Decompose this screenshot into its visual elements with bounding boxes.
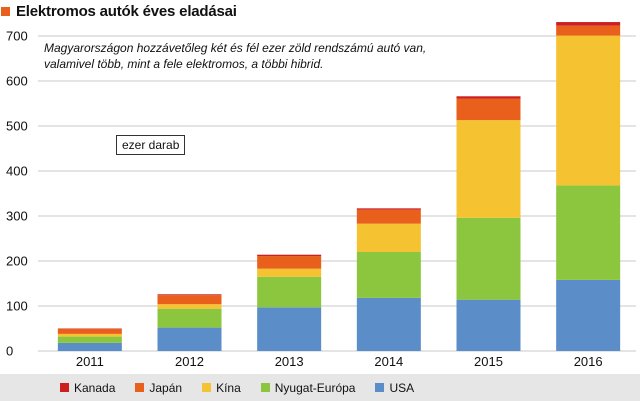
- x-tick-label: 2011: [76, 354, 104, 369]
- bar-segment: [356, 208, 421, 210]
- bar-segment: [356, 209, 421, 224]
- bar-segment: [257, 268, 322, 277]
- chart-annotation: Magyarországon hozzávetőleg két és fél e…: [44, 40, 484, 72]
- y-tick-label: 700: [6, 29, 28, 44]
- y-tick-label: 0: [6, 344, 13, 359]
- legend-item-kina: Kína: [202, 381, 241, 395]
- y-tick-label: 100: [6, 299, 28, 314]
- bar-segment: [257, 276, 322, 308]
- bar-segment: [356, 252, 421, 298]
- x-tick-label: 2015: [474, 354, 503, 369]
- bar-segment: [356, 297, 421, 351]
- y-tick-label: 400: [6, 164, 28, 179]
- x-tick-label: 2012: [175, 354, 204, 369]
- bar-segment: [556, 25, 621, 36]
- x-tick-label: 2016: [574, 354, 603, 369]
- legend-label: Japán: [149, 380, 183, 395]
- legend-swatch: [375, 383, 385, 392]
- bar-segment: [157, 295, 222, 305]
- legend-item-usa: USA: [375, 381, 414, 395]
- chart-title: Elektromos autók éves eladásai: [16, 2, 237, 20]
- bar-segment: [556, 35, 621, 186]
- bar-segment: [456, 98, 521, 121]
- legend-item-nyugat-europa: Nyugat-Európa: [260, 380, 356, 395]
- bar-segment: [57, 333, 122, 337]
- bar-segment: [356, 223, 421, 252]
- bar-segment: [157, 304, 222, 309]
- chart-svg: 0 100 200 300 400 500 600 700 2011 2012 2013 2014 20…: [6, 22, 636, 369]
- bar-segment: [257, 307, 322, 351]
- bar-segment: [556, 22, 621, 26]
- annotation-line: valamivel több, mint a fele elektromos, …: [44, 57, 324, 71]
- y-tick-label: 500: [6, 119, 28, 134]
- legend-label: USA: [389, 380, 415, 395]
- bar-segment: [456, 120, 521, 218]
- legend-label: Nyugat-Európa: [274, 380, 356, 395]
- y-tick-label: 300: [6, 209, 28, 224]
- legend: Kanada Japán Kína Nyugat-Európa USA: [0, 374, 640, 401]
- unit-label: ezer darab: [116, 135, 186, 155]
- bar-segment: [556, 185, 621, 280]
- bar-segment: [57, 342, 122, 351]
- y-tick-label: 200: [6, 254, 28, 269]
- legend-label: Kína: [216, 380, 241, 395]
- bar-segment: [556, 279, 621, 351]
- legend-swatch: [202, 383, 212, 392]
- bar-segment: [456, 96, 521, 99]
- legend-swatch: [135, 383, 145, 392]
- bar-segment: [257, 254, 322, 257]
- bar-segment: [57, 328, 122, 334]
- bar-segment: [456, 217, 521, 300]
- bar-segment: [157, 327, 222, 351]
- bar-segment: [456, 299, 521, 351]
- annotation-line: Magyarországon hozzávetőleg két és fél e…: [44, 41, 427, 55]
- x-tick-label: 2014: [374, 354, 403, 369]
- title-marker: [1, 6, 10, 16]
- legend-item-kanada: Kanada: [60, 381, 115, 395]
- bar-segment: [57, 336, 122, 343]
- y-tick-label: 600: [6, 74, 28, 89]
- legend-swatch: [60, 383, 69, 392]
- bar-segment: [157, 308, 222, 328]
- legend-item-japan: Japán: [135, 381, 182, 395]
- title-row: Elektromos autók éves eladásai: [0, 0, 237, 22]
- x-tick-label: 2013: [275, 354, 304, 369]
- legend-label: Kanada: [74, 380, 116, 395]
- bar-segment: [257, 256, 322, 269]
- bar-segment: [157, 294, 222, 296]
- legend-swatch: [260, 383, 270, 392]
